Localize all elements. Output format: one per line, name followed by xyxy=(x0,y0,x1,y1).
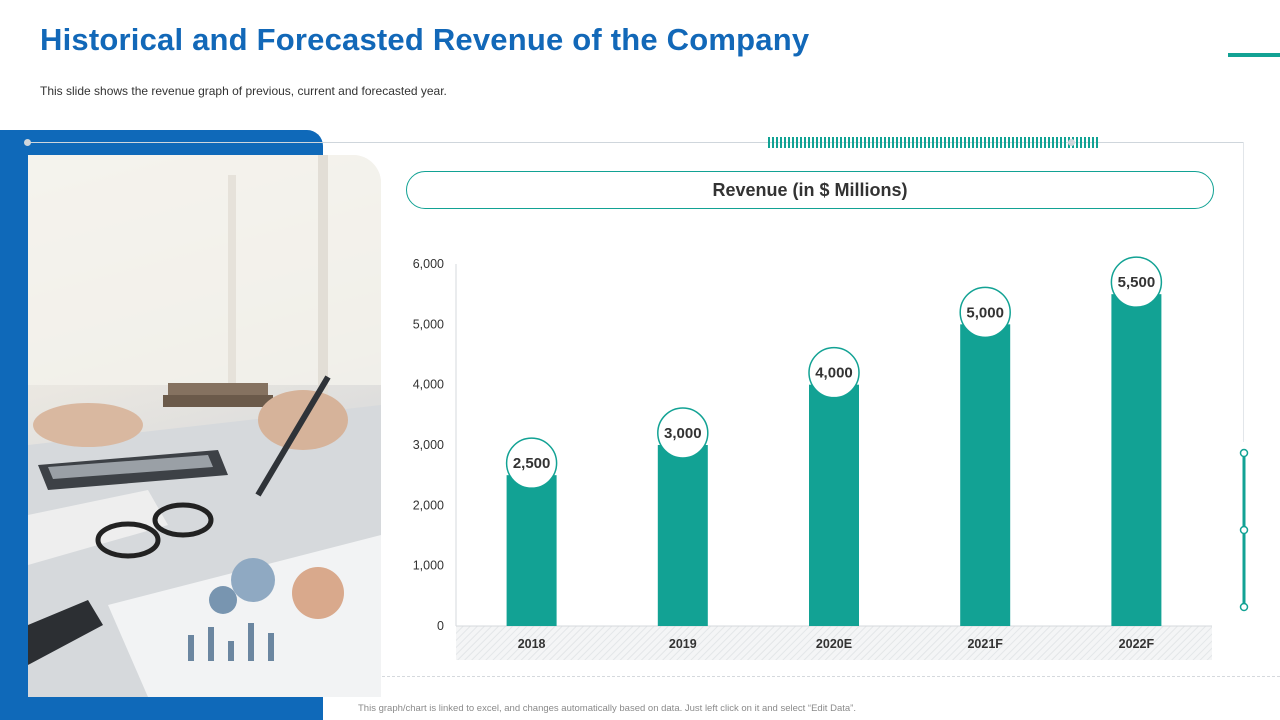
window-glow xyxy=(28,155,381,385)
glasses-lens xyxy=(152,502,214,538)
vertical-slider-decoration xyxy=(1239,448,1249,612)
value-bubble xyxy=(505,437,558,489)
x-tick-label: 2020E xyxy=(816,637,852,651)
y-tick-label: 2,000 xyxy=(413,498,444,512)
calculator-keys xyxy=(48,455,213,479)
x-tick-label: 2021F xyxy=(967,637,1003,651)
x-tick-label: 2018 xyxy=(518,637,546,651)
x-tick-label: 2022F xyxy=(1119,637,1155,651)
y-tick-label: 5,000 xyxy=(413,317,444,331)
y-tick-label: 3,000 xyxy=(413,438,444,452)
pen xyxy=(255,375,331,497)
bar-graphic xyxy=(268,633,274,661)
revenue-bar-chart: 0 1,000 2,000 3,000 4,000 5,000 6,000 2018 2,50… xyxy=(413,256,1212,660)
spiral-notebook xyxy=(28,600,103,665)
data-label: 2,500 xyxy=(513,455,551,472)
bar-graphic xyxy=(208,627,214,661)
top-divider-line xyxy=(28,142,1244,143)
photo-illustration xyxy=(28,155,381,697)
y-tick-label: 0 xyxy=(437,619,444,633)
data-label: 5,500 xyxy=(1118,274,1156,291)
notebook xyxy=(28,490,168,565)
pie-graphic xyxy=(292,567,344,619)
slide-subtitle: This slide shows the revenue graph of pr… xyxy=(40,84,447,98)
footnote: This graph/chart is linked to excel, and… xyxy=(358,703,856,714)
hand-left xyxy=(33,403,143,447)
folder-stack xyxy=(163,395,273,407)
glasses-lens xyxy=(95,521,161,559)
stripe-dot xyxy=(1068,139,1075,146)
bar-2022f xyxy=(1111,294,1162,626)
y-tick-label: 6,000 xyxy=(413,257,444,271)
data-label: 4,000 xyxy=(815,365,853,382)
bar-2018 xyxy=(506,475,557,626)
slider-dot xyxy=(1239,602,1249,612)
slider-dot xyxy=(1239,525,1249,535)
slide-title: Historical and Forecasted Revenue of the… xyxy=(40,22,810,57)
pie-graphic xyxy=(209,586,237,614)
pie-graphic xyxy=(231,558,275,602)
value-bubble xyxy=(1110,256,1163,308)
right-divider-line xyxy=(1243,142,1244,442)
data-label: 3,000 xyxy=(664,425,702,442)
bar-graphic xyxy=(188,635,194,661)
data-label: 5,000 xyxy=(966,304,1004,321)
slider-dot xyxy=(1239,448,1249,458)
axis-layer: 0 1,000 2,000 3,000 4,000 5,000 6,000 xyxy=(413,257,1212,660)
accent-line xyxy=(1228,53,1280,57)
value-bubble xyxy=(657,407,709,459)
x-tick-label: 2019 xyxy=(669,637,697,651)
window-frame xyxy=(228,175,236,385)
bottom-dashed-line xyxy=(382,676,1280,677)
bar-2020e xyxy=(809,384,859,626)
bar-layer xyxy=(506,294,1162,626)
value-bubble xyxy=(959,286,1011,339)
y-tick-label: 1,000 xyxy=(413,559,444,573)
bar-graphic xyxy=(228,641,234,661)
category-axis-band xyxy=(456,626,1212,660)
striped-decoration xyxy=(768,137,1098,148)
office-desk-photo xyxy=(28,155,381,697)
divider-dot xyxy=(24,139,31,146)
y-tick-label: 4,000 xyxy=(413,378,444,392)
bar-2019 xyxy=(657,445,708,626)
chart-title: Revenue (in $ Millions) xyxy=(406,171,1214,209)
label-layer: 2018 2,500 2019 3,000 2020E 4,000 2021F 5,000 20… xyxy=(505,256,1163,651)
bar-2021f xyxy=(960,324,1011,626)
value-bubble xyxy=(808,346,860,399)
window-frame xyxy=(318,155,328,395)
bar-graphic xyxy=(248,623,254,661)
folder-stack xyxy=(168,383,268,395)
